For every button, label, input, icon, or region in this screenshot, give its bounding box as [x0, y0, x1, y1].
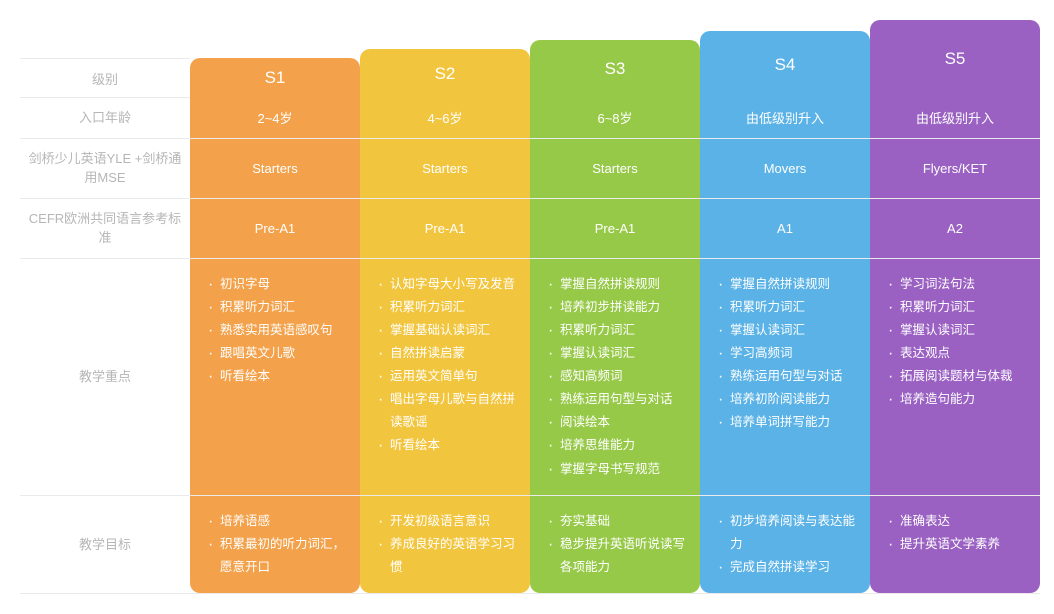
cefr-s5: A2 — [870, 199, 1040, 258]
cefr-s1: Pre-A1 — [190, 199, 360, 258]
list-item: 听看绘本 — [380, 434, 518, 457]
list-item: 积累最初的听力词汇，愿意开口 — [210, 533, 348, 579]
list-item: 稳步提升英语听说读写各项能力 — [550, 533, 688, 579]
exam-s1: Starters — [190, 139, 360, 198]
focus-row: 教学重点 初识字母积累听力词汇熟悉实用英语感叹句跟唱英文儿歌听看绘本 认知字母大… — [20, 259, 1040, 496]
list-item: 培养初阶阅读能力 — [720, 388, 858, 411]
list-item: 阅读绘本 — [550, 411, 688, 434]
exam-s4: Movers — [700, 139, 870, 198]
list-item: 培养单词拼写能力 — [720, 411, 858, 434]
list-item: 积累听力词汇 — [890, 296, 1028, 319]
goal-s1: 培养语感积累最初的听力词汇，愿意开口 — [190, 496, 360, 593]
list-item: 掌握字母书写规范 — [550, 458, 688, 481]
row-label-exam: 剑桥少儿英语YLE +剑桥通用MSE — [20, 139, 190, 198]
list-item: 积累听力词汇 — [550, 319, 688, 342]
list-item: 学习词法句法 — [890, 273, 1028, 296]
cefr-s2: Pre-A1 — [360, 199, 530, 258]
row-label-focus: 教学重点 — [20, 259, 190, 495]
focus-s4: 掌握自然拼读规则积累听力词汇掌握认读词汇学习高频词熟练运用句型与对话培养初阶阅读… — [700, 259, 870, 495]
list-item: 掌握自然拼读规则 — [550, 273, 688, 296]
exam-s3: Starters — [530, 139, 700, 198]
age-s5: 由低级别升入 — [870, 98, 1040, 138]
list-item: 开发初级语言意识 — [380, 510, 518, 533]
age-s1: 2~4岁 — [190, 98, 360, 138]
age-s4: 由低级别升入 — [700, 98, 870, 138]
cefr-s4: A1 — [700, 199, 870, 258]
list-item: 养成良好的英语学习习惯 — [380, 533, 518, 579]
list-item: 拓展阅读题材与体裁 — [890, 365, 1028, 388]
level-header-s1: S1 — [190, 58, 360, 98]
exam-s2: Starters — [360, 139, 530, 198]
goal-s3: 夯实基础稳步提升英语听说读写各项能力 — [530, 496, 700, 593]
list-item: 熟悉实用英语感叹句 — [210, 319, 348, 342]
list-item: 感知高频词 — [550, 365, 688, 388]
list-item: 表达观点 — [890, 342, 1028, 365]
list-item: 培养思维能力 — [550, 434, 688, 457]
list-item: 掌握认读词汇 — [890, 319, 1028, 342]
list-item: 学习高频词 — [720, 342, 858, 365]
age-s3: 6~8岁 — [530, 98, 700, 138]
goal-s5: 准确表达提升英语文学素养 — [870, 496, 1040, 593]
curriculum-chart: 级别 S1 S2 S3 S4 S5 入口年龄 2~4岁 4~6岁 6~8岁 由低… — [20, 20, 1040, 594]
list-item: 积累听力词汇 — [210, 296, 348, 319]
list-item: 听看绘本 — [210, 365, 348, 388]
list-item: 培养造句能力 — [890, 388, 1028, 411]
list-item: 唱出字母儿歌与自然拼读歌谣 — [380, 388, 518, 434]
row-label-goal: 教学目标 — [20, 496, 190, 593]
level-header-s3: S3 — [530, 40, 700, 98]
age-s2: 4~6岁 — [360, 98, 530, 138]
list-item: 完成自然拼读学习 — [720, 556, 858, 579]
cefr-row: CEFR欧洲共同语言参考标准 Pre-A1 Pre-A1 Pre-A1 A1 A… — [20, 199, 1040, 259]
list-item: 培养初步拼读能力 — [550, 296, 688, 319]
list-item: 准确表达 — [890, 510, 1028, 533]
list-item: 熟练运用句型与对话 — [720, 365, 858, 388]
list-item: 掌握认读词汇 — [720, 319, 858, 342]
focus-s5: 学习词法句法积累听力词汇掌握认读词汇表达观点拓展阅读题材与体裁培养造句能力 — [870, 259, 1040, 495]
cefr-s3: Pre-A1 — [530, 199, 700, 258]
goal-s4: 初步培养阅读与表达能力完成自然拼读学习 — [700, 496, 870, 593]
exam-row: 剑桥少儿英语YLE +剑桥通用MSE Starters Starters Sta… — [20, 139, 1040, 199]
goal-s2: 开发初级语言意识养成良好的英语学习习惯 — [360, 496, 530, 593]
goal-row: 教学目标 培养语感积累最初的听力词汇，愿意开口 开发初级语言意识养成良好的英语学… — [20, 496, 1040, 594]
level-header-s4: S4 — [700, 31, 870, 98]
list-item: 运用英文简单句 — [380, 365, 518, 388]
list-item: 掌握基础认读词汇 — [380, 319, 518, 342]
row-label-age: 入口年龄 — [20, 98, 190, 138]
list-item: 夯实基础 — [550, 510, 688, 533]
list-item: 初识字母 — [210, 273, 348, 296]
list-item: 积累听力词汇 — [720, 296, 858, 319]
list-item: 掌握认读词汇 — [550, 342, 688, 365]
focus-s2: 认知字母大小写及发音积累听力词汇掌握基础认读词汇自然拼读启蒙运用英文简单句唱出字… — [360, 259, 530, 495]
header-row: 级别 S1 S2 S3 S4 S5 — [20, 20, 1040, 98]
focus-s1: 初识字母积累听力词汇熟悉实用英语感叹句跟唱英文儿歌听看绘本 — [190, 259, 360, 495]
list-item: 跟唱英文儿歌 — [210, 342, 348, 365]
list-item: 积累听力词汇 — [380, 296, 518, 319]
list-item: 培养语感 — [210, 510, 348, 533]
list-item: 初步培养阅读与表达能力 — [720, 510, 858, 556]
exam-s5: Flyers/KET — [870, 139, 1040, 198]
age-row: 入口年龄 2~4岁 4~6岁 6~8岁 由低级别升入 由低级别升入 — [20, 98, 1040, 139]
list-item: 提升英语文学素养 — [890, 533, 1028, 556]
focus-s3: 掌握自然拼读规则培养初步拼读能力积累听力词汇掌握认读词汇感知高频词熟练运用句型与… — [530, 259, 700, 495]
level-header-s5: S5 — [870, 20, 1040, 98]
list-item: 自然拼读启蒙 — [380, 342, 518, 365]
row-label-cefr: CEFR欧洲共同语言参考标准 — [20, 199, 190, 258]
list-item: 认知字母大小写及发音 — [380, 273, 518, 296]
level-header-s2: S2 — [360, 49, 530, 98]
row-label-level: 级别 — [20, 58, 190, 98]
list-item: 熟练运用句型与对话 — [550, 388, 688, 411]
list-item: 掌握自然拼读规则 — [720, 273, 858, 296]
